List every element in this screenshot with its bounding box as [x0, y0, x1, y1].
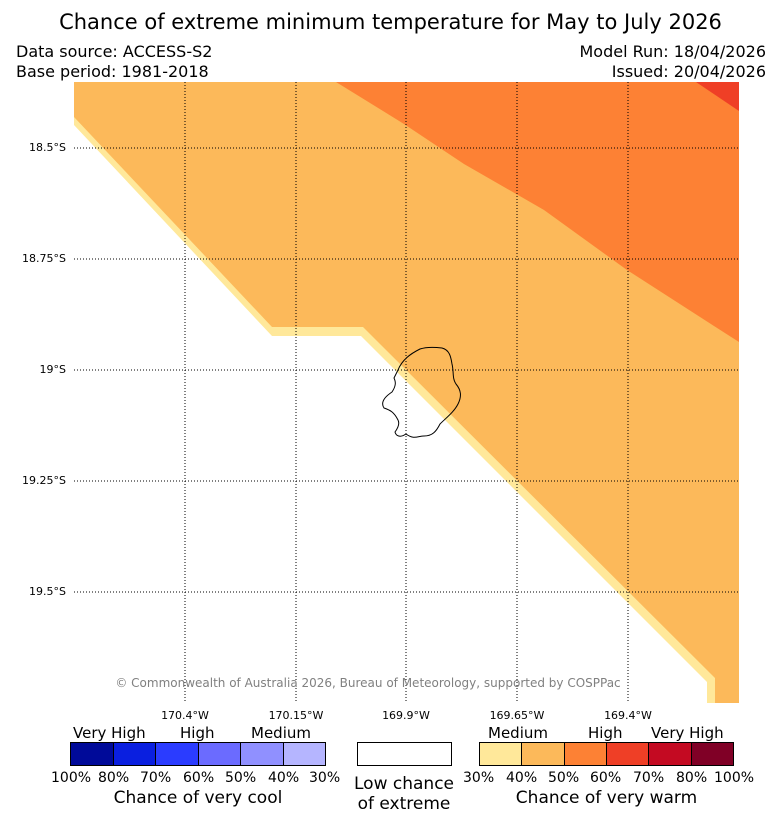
lat-label-18-75: 18.75°S — [22, 252, 66, 265]
cool-pct-50: 50% — [225, 770, 257, 786]
warm-pct-60: 60% — [590, 770, 622, 786]
cool-cat-high: High — [180, 724, 215, 742]
warm-pct-70: 70% — [633, 770, 665, 786]
cool-pct-80: 80% — [98, 770, 130, 786]
warm-pct-80: 80% — [676, 770, 708, 786]
cool-pct-100: 100% — [51, 770, 92, 786]
island-coastline — [382, 346, 461, 438]
warm-pct-100: 100% — [714, 770, 755, 786]
warm-50-60-region — [336, 82, 739, 342]
low-chance-swatch — [357, 742, 452, 766]
warm-swatch-60-70 — [605, 743, 649, 765]
warm-swatch-50-60 — [563, 743, 606, 765]
warm-swatch-30-40 — [480, 743, 522, 765]
meta-right: Model Run: 18/04/2026 Issued: 20/04/2026 — [580, 42, 767, 82]
lat-label-19-25: 19.25°S — [22, 474, 66, 487]
lat-label-19: 19°S — [39, 363, 66, 376]
lon-label-169-65: 169.65°W — [489, 709, 545, 722]
lat-label-18-5: 18.5°S — [29, 141, 66, 154]
lon-label-169-4: 169.4°W — [604, 709, 652, 722]
cool-pct-30: 30% — [309, 770, 341, 786]
lat-label-19-5: 19.5°S — [29, 585, 66, 598]
lon-label-169-9: 169.9°W — [382, 709, 430, 722]
lon-label-170-15: 170.15°W — [268, 709, 324, 722]
cool-swatch-70-80 — [112, 743, 155, 765]
map-title: Chance of extreme minimum temperature fo… — [59, 10, 722, 34]
cool-swatch-40-50 — [240, 743, 283, 765]
cool-pct-60: 60% — [183, 770, 215, 786]
cool-cat-medium: Medium — [251, 724, 311, 742]
low-chance-caption-line2: of extreme — [357, 794, 451, 814]
warm-color-scale — [479, 742, 734, 766]
cool-swatch-30-40 — [282, 743, 325, 765]
lon-label-170-4: 170.4°W — [161, 709, 209, 722]
warm-40-50-region — [74, 82, 739, 703]
warm-60-70-region — [696, 82, 739, 111]
warm-swatch-40-50 — [521, 743, 564, 765]
forecast-map[interactable] — [74, 82, 739, 703]
base-period: Base period: 1981-2018 — [16, 62, 209, 81]
warm-cat-high: High — [588, 724, 623, 742]
warm-swatch-80-100 — [690, 743, 733, 765]
data-source: Data source: ACCESS-S2 — [16, 42, 213, 61]
issued-date: Issued: 20/04/2026 — [611, 62, 766, 81]
low-chance-caption-line1: Low chance — [354, 774, 454, 794]
model-run: Model Run: 18/04/2026 — [579, 42, 767, 61]
cool-swatch-80-100 — [71, 743, 113, 765]
cool-pct-40: 40% — [268, 770, 300, 786]
warm-cat-very-high: Very High — [651, 724, 724, 742]
cool-pct-70: 70% — [140, 770, 172, 786]
warm-swatch-70-80 — [648, 743, 691, 765]
cool-color-scale — [70, 742, 326, 766]
warm-pct-40: 40% — [506, 770, 538, 786]
warm-cat-medium: Medium — [488, 724, 548, 742]
meta-left: Data source: ACCESS-S2 Base period: 1981… — [16, 42, 212, 82]
cool-swatch-60-70 — [155, 743, 198, 765]
cool-swatch-50-60 — [197, 743, 240, 765]
warm-pct-50: 50% — [548, 770, 580, 786]
warm-pct-30: 30% — [463, 770, 495, 786]
cool-cat-very-high: Very High — [73, 724, 146, 742]
low-chance-caption: Low chance of extreme — [340, 774, 468, 814]
cool-caption: Chance of very cool — [113, 788, 283, 808]
copyright-notice: © Commonwealth of Australia 2026, Bureau… — [115, 676, 621, 690]
warm-caption: Chance of very warm — [515, 788, 698, 808]
